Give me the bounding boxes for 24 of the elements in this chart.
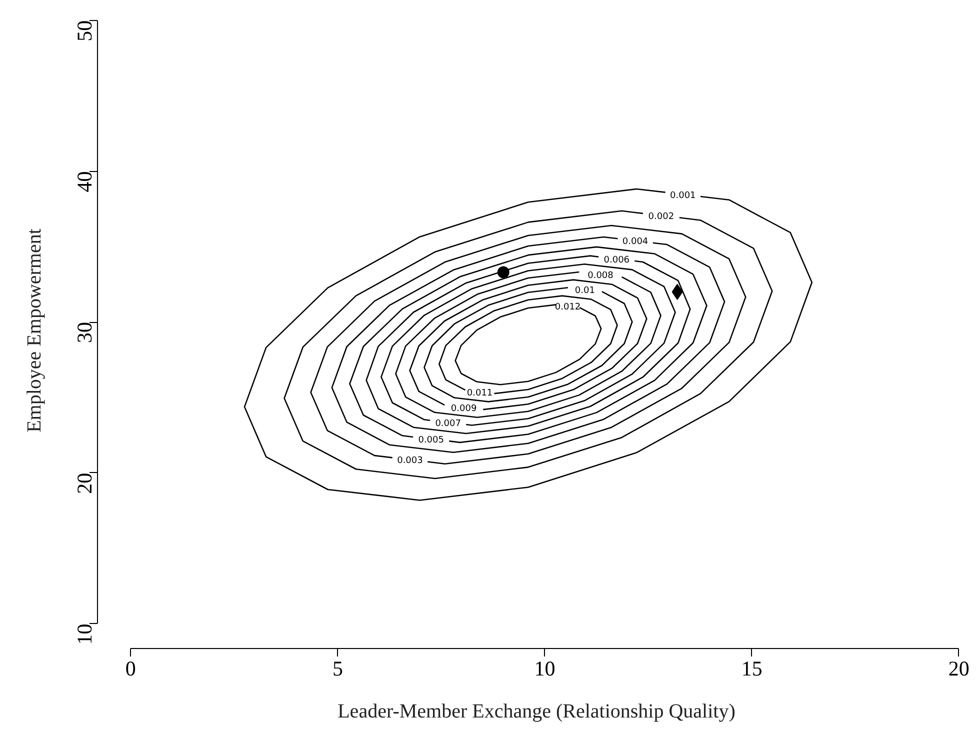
x-tick-label: 15 xyxy=(741,656,762,680)
y-tick-label: 20 xyxy=(72,472,96,494)
series-label: 0.012 xyxy=(554,302,581,313)
series-label: 0.009 xyxy=(450,404,477,414)
x-tick-label: 20 xyxy=(948,656,970,680)
x-tick-label: 10 xyxy=(534,656,556,680)
series-label: 0.002 xyxy=(648,212,674,222)
series-label: 0.005 xyxy=(418,436,444,446)
y-tick-label: 50 xyxy=(72,20,96,42)
x-tick-label: 5 xyxy=(332,656,343,680)
series-label: 0.006 xyxy=(604,255,630,266)
y-tick-label: 30 xyxy=(72,322,96,344)
y-tick-label: 10 xyxy=(72,624,96,645)
series-label: 0.011 xyxy=(466,388,493,398)
series-label: 0.003 xyxy=(397,456,423,466)
series-label: 0.004 xyxy=(622,237,648,248)
x-tick-label: 0 xyxy=(125,656,136,680)
series-label: 0.001 xyxy=(670,190,696,201)
series-label: 0.008 xyxy=(588,270,614,281)
series-label: 0.01 xyxy=(574,286,595,296)
x-axis-title: Leader-Member Exchange (Relationship Quality) xyxy=(338,700,736,722)
series-label: 0.007 xyxy=(435,418,461,429)
y-tick-label: 40 xyxy=(72,171,96,192)
y-axis-title: Employee Empowerment xyxy=(24,228,46,432)
